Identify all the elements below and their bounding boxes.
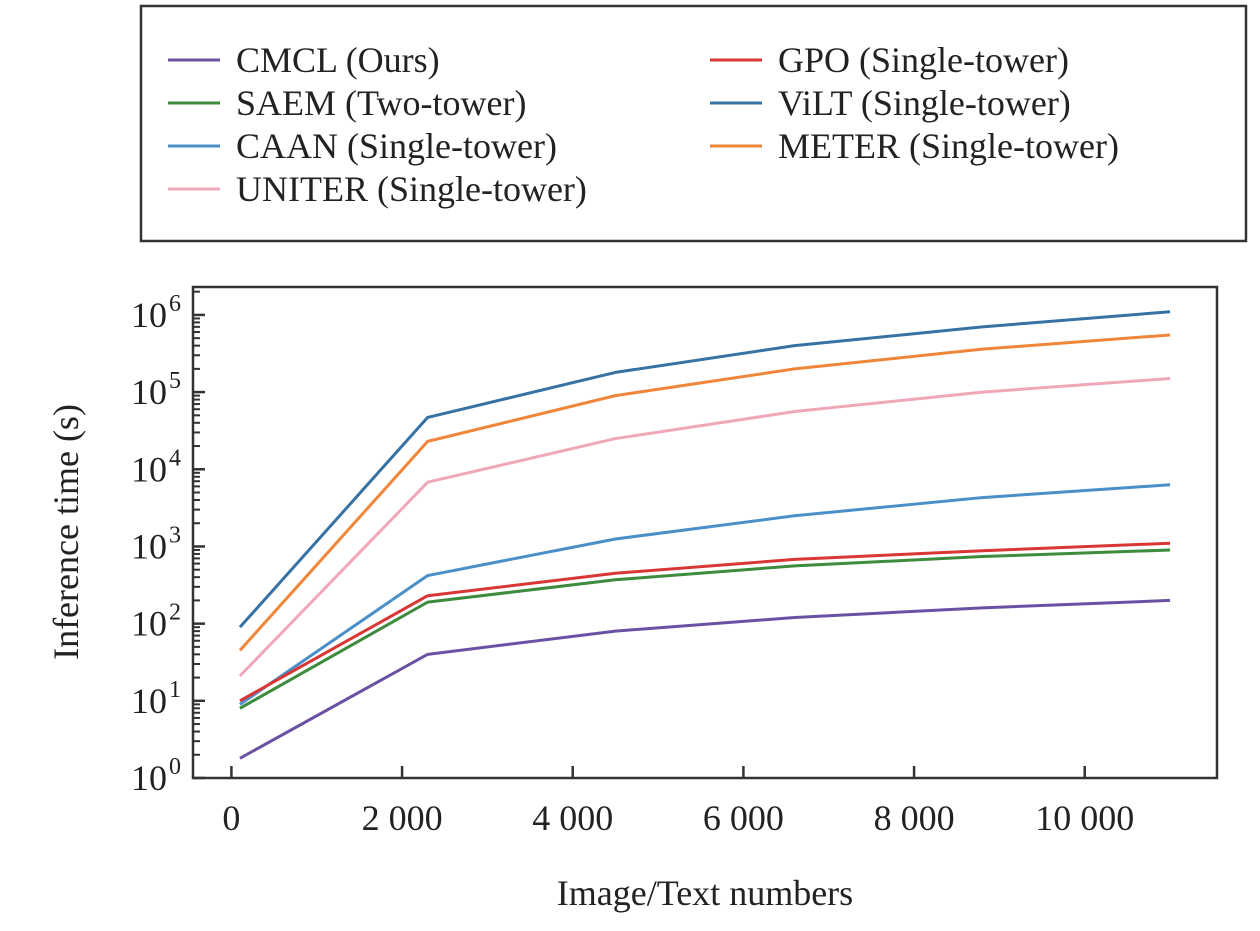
series-lines (238, 310, 1171, 760)
y-tick-label: 10 (131, 449, 167, 489)
y-tick-exponent: 5 (169, 368, 181, 394)
y-tick-exponent: 1 (169, 677, 181, 703)
y-tick-label: 10 (131, 758, 167, 798)
x-tick-label: 10 000 (1035, 798, 1134, 838)
y-axis-label: Inference time (s) (46, 404, 86, 660)
series-line (238, 310, 1171, 629)
series-line (239, 548, 1171, 710)
legend-label: UNITER (Single-tower) (236, 169, 587, 209)
plot-frame (191, 285, 1219, 780)
y-tick-exponent: 6 (169, 291, 181, 317)
y-tick-label: 10 (131, 372, 167, 412)
y-tick-exponent: 4 (169, 445, 181, 471)
y-tick-exponent: 0 (169, 754, 181, 780)
y-tick-exponent: 2 (169, 600, 181, 626)
legend: CMCL (Ours)SAEM (Two-tower)CAAN (Single-… (139, 4, 1248, 243)
y-tick-label: 10 (131, 604, 167, 644)
x-tick-label: 2 000 (362, 798, 443, 838)
legend-label: CMCL (Ours) (236, 40, 440, 80)
y-tick-label: 10 (131, 681, 167, 721)
legend-label: METER (Single-tower) (778, 126, 1119, 166)
legend-label: GPO (Single-tower) (778, 40, 1069, 80)
legend-label: SAEM (Two-tower) (236, 83, 526, 123)
legend-label: CAAN (Single-tower) (236, 126, 557, 166)
series-line (239, 541, 1171, 703)
x-axis-label: Image/Text numbers (557, 873, 853, 913)
y-tick-exponent: 3 (169, 522, 181, 548)
x-tick-label: 0 (222, 798, 240, 838)
y-tick-label: 10 (131, 526, 167, 566)
y-tick-label: 10 (131, 295, 167, 335)
legend-box (139, 4, 1248, 243)
x-tick-label: 8 000 (874, 798, 955, 838)
series-line (239, 483, 1171, 706)
x-tick-label: 6 000 (703, 798, 784, 838)
legend-label: ViLT (Single-tower) (778, 83, 1071, 123)
x-tick-label: 4 000 (532, 798, 613, 838)
series-line (238, 333, 1171, 652)
series-line (239, 598, 1171, 760)
series-line (238, 377, 1171, 677)
